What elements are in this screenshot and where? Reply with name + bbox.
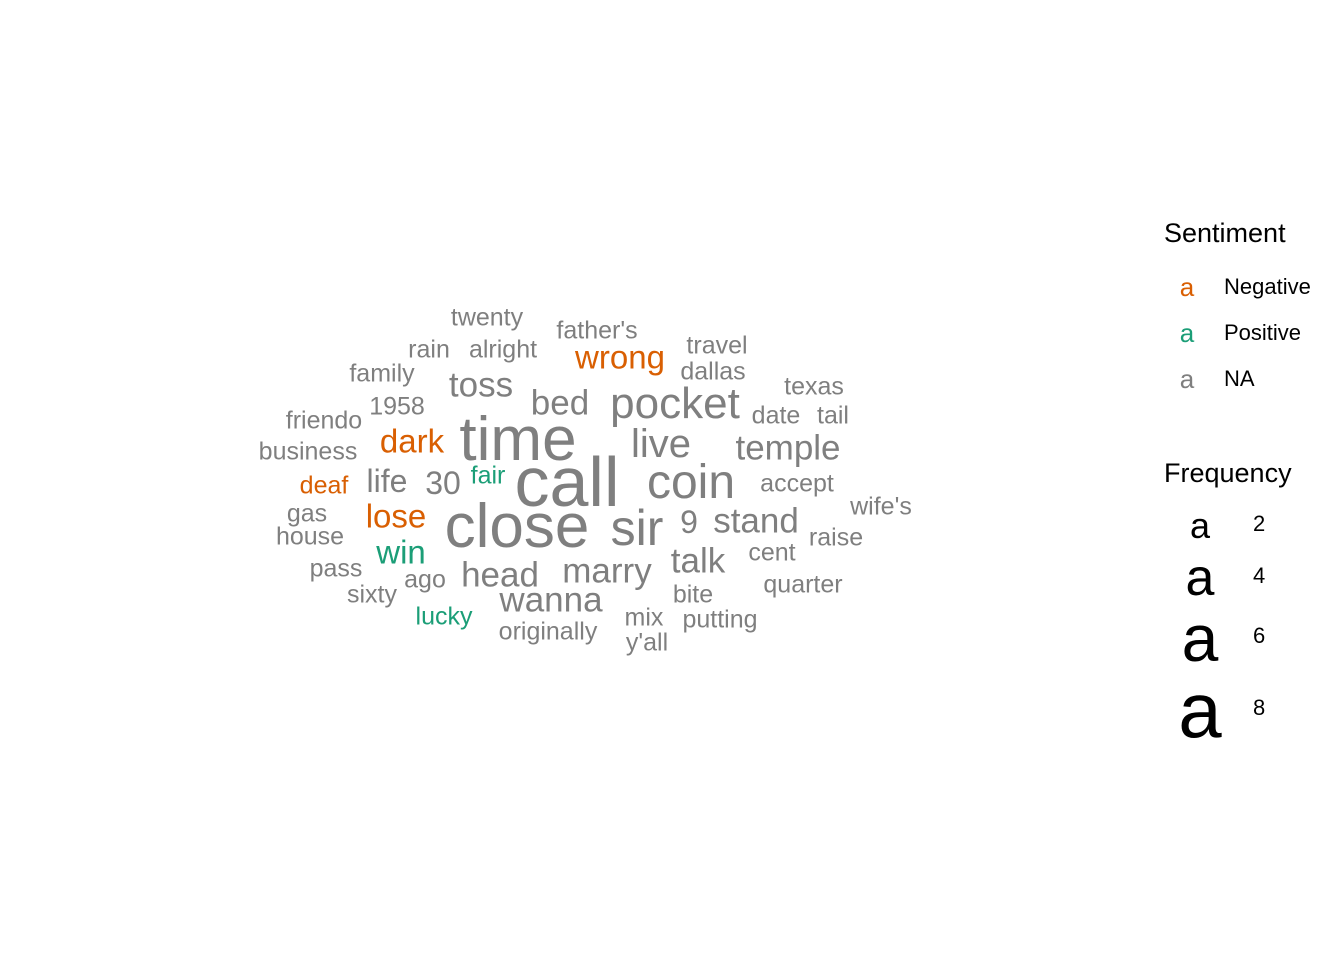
word-house: house [275, 522, 345, 551]
word-9: 9 [680, 504, 698, 540]
word-1958: 1958 [369, 392, 425, 421]
word-talk: talk [670, 541, 726, 581]
word-quarter: quarter [763, 570, 843, 599]
frequency-key-8: a [1178, 666, 1222, 754]
word-pocket: pocket [610, 379, 740, 428]
word-toss: toss [448, 365, 514, 405]
word-lose: lose [365, 497, 427, 535]
word-rain: rain [408, 335, 450, 364]
word-accept: accept [760, 469, 834, 498]
word-live: live [630, 422, 692, 466]
word-win: win [376, 533, 426, 571]
legend-label-positive: Positive [1224, 320, 1302, 345]
frequency-legend-title: Frequency [1164, 458, 1292, 488]
word-wifes: wife's [850, 492, 912, 521]
frequency-key-6: a [1181, 601, 1219, 675]
legend-label-na: NA [1224, 366, 1255, 391]
word-family: family [349, 359, 415, 388]
word-bite: bite [672, 580, 714, 609]
word-marry: marry [562, 551, 652, 591]
word-business: business [258, 437, 358, 466]
word-cent: cent [748, 538, 796, 567]
word-coin: coin [646, 456, 736, 509]
word-texas: texas [784, 372, 844, 401]
frequency-key-2: a [1189, 505, 1211, 546]
word-wanna: wanna [499, 580, 603, 620]
word-lucky: lucky [415, 602, 473, 631]
frequency-key-4: a [1185, 549, 1215, 607]
legend-key-na: a [1179, 364, 1195, 394]
word-stand: stand [713, 501, 799, 541]
word-sixty: sixty [347, 580, 397, 609]
word-mix: mix [624, 603, 664, 632]
word-pass: pass [309, 554, 363, 583]
frequency-label-6: 6 [1253, 623, 1266, 648]
word-fair: fair [470, 461, 506, 490]
word-fathers: father's [556, 316, 638, 345]
word-close: close [444, 492, 590, 561]
word-sir: sir [610, 500, 664, 556]
word-call: call [514, 443, 620, 521]
word-tail: tail [817, 401, 849, 430]
legend-key-positive: a [1179, 318, 1195, 348]
sentiment-legend-title: Sentiment [1164, 218, 1286, 248]
word-yall: y'all [625, 628, 669, 657]
word-dallas: dallas [680, 357, 746, 386]
word-twenty: twenty [450, 303, 524, 332]
word-head: head [461, 555, 539, 595]
word-raise: raise [808, 523, 864, 552]
word-friendo: friendo [285, 406, 363, 435]
word-temple: temple [735, 428, 841, 468]
legend-label-negative: Negative [1224, 274, 1311, 299]
word-alright: alright [468, 335, 538, 364]
word-date: date [751, 401, 801, 430]
word-ago: ago [404, 565, 446, 594]
word-bed: bed [530, 383, 590, 423]
word-originally: originally [498, 617, 598, 646]
word-gas: gas [286, 499, 328, 528]
word-30: 30 [425, 465, 461, 501]
word-time: time [459, 405, 577, 474]
word-putting: putting [682, 605, 758, 634]
word-wrong: wrong [575, 338, 665, 376]
word-travel: travel [686, 331, 748, 360]
frequency-label-4: 4 [1253, 563, 1266, 588]
word-dark: dark [379, 422, 445, 460]
word-deaf: deaf [299, 471, 349, 500]
word-life: life [366, 463, 408, 499]
legend-key-negative: a [1179, 272, 1195, 302]
frequency-label-2: 2 [1253, 511, 1266, 536]
frequency-label-8: 8 [1253, 695, 1266, 720]
